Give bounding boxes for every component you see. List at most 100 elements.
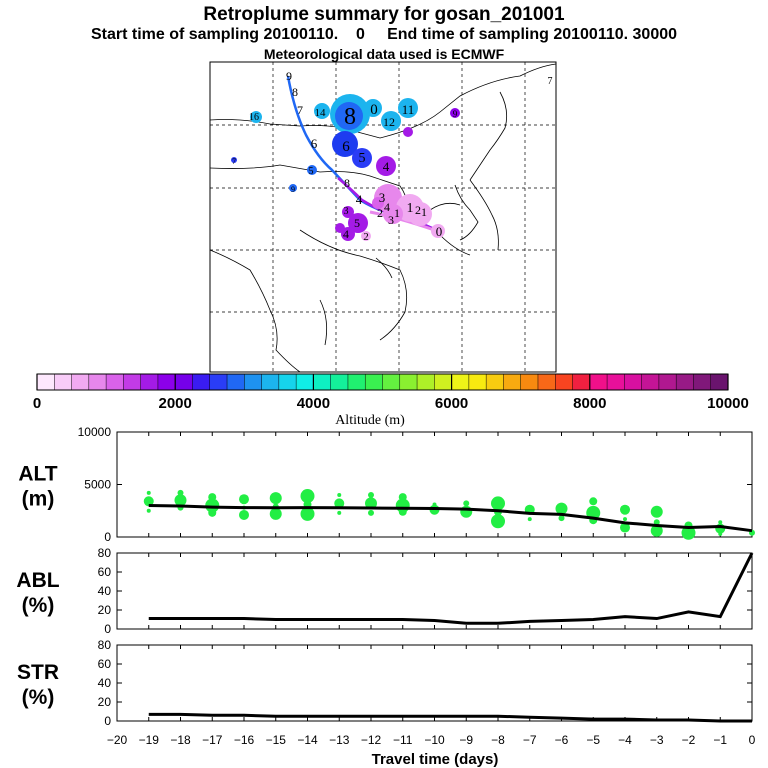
altitude-plume-dot: [432, 502, 437, 507]
plume-day-label: 5: [354, 216, 360, 230]
altitude-plume-dot: [365, 497, 377, 510]
x-tick-label: −7: [523, 733, 537, 747]
colorbar-tick-label: 0: [33, 395, 41, 412]
x-axis: −20 −19 −18 −17 −16 −15 −14 −13 −12 −11 −10 −9 −8 −7−…: [107, 733, 756, 768]
colorbar-swatch: [330, 374, 349, 390]
altitude-plume-dot: [368, 509, 374, 516]
panel-abl: 0 20 40 60 80 ABL(%): [16, 546, 754, 636]
plume-day-label: 2: [377, 206, 383, 220]
colorbar-swatch: [503, 374, 522, 390]
colorbar-swatch: [227, 374, 245, 390]
plume-dot: [335, 102, 363, 130]
colorbar-swatch: [434, 374, 453, 390]
colorbar-swatch: [175, 374, 193, 390]
colorbar-swatch: [278, 374, 297, 390]
altitude-plume-dot: [239, 509, 249, 520]
chart-title: Retroplume summary for gosan_201001: [203, 4, 565, 25]
plume-dot: [364, 99, 382, 117]
plume-dot: [307, 165, 317, 175]
colorbar-swatch: [140, 374, 159, 390]
plume-day-label: 9: [286, 69, 292, 83]
plume-dot: [408, 202, 432, 226]
altitude-plume-dot: [398, 493, 407, 502]
mean-altitude-line: [148, 504, 753, 533]
y-tick-label: 5000: [84, 478, 111, 492]
altitude-plume-dot: [491, 496, 505, 511]
y-tick-label: 0: [104, 530, 111, 544]
colorbar-swatch: [261, 374, 280, 390]
altitude-plume-dot: [463, 500, 470, 507]
panel-alt: 0 5000 10000 ALT(m): [18, 425, 755, 544]
altitude-plume-dot: [650, 524, 663, 537]
y-tick-label: 40: [98, 676, 112, 690]
altitude-plume-dot: [620, 504, 630, 515]
plume-dot: [332, 131, 358, 157]
altitude-plume-dot: [269, 507, 282, 520]
x-tick-label: −4: [618, 733, 632, 747]
panel-ylabel: ABL: [16, 569, 59, 592]
y-tick-label: 0: [104, 622, 111, 636]
colorbar-swatch: [710, 374, 729, 390]
x-tick-label: 0: [749, 733, 756, 747]
altitude-colorbar: 0 2000 4000 6000 8000 10000 Altitude (m): [33, 373, 749, 428]
colorbar-swatch: [537, 374, 556, 390]
altitude-plume-dot: [239, 494, 249, 505]
x-tick-label: −15: [266, 733, 287, 747]
plume-day-label: 16: [249, 112, 259, 123]
altitude-plume-dot: [174, 494, 187, 507]
plume-day-label: 3: [379, 190, 386, 205]
colorbar-swatch: [399, 374, 418, 390]
colorbar-swatch: [468, 374, 487, 390]
plume-day-label: 4: [343, 227, 349, 241]
altitude-plume-dot: [555, 502, 568, 515]
panel-ylabel-unit: (%): [22, 594, 55, 617]
panel-frame: [116, 644, 753, 722]
plume-day-label: 5: [309, 166, 314, 177]
plume-day-label: 9: [291, 185, 295, 194]
altitude-plume-dot: [269, 492, 282, 505]
plume-dot: [335, 223, 345, 233]
colorbar-tick-label: 8000: [573, 395, 606, 412]
sampling-times: Start time of sampling 20100110. 0 End t…: [90, 26, 678, 43]
plume-dot: [361, 231, 371, 241]
x-tick-label: −10: [424, 733, 445, 747]
abl-line: [148, 552, 754, 625]
plume-day-label: 2: [363, 231, 369, 243]
plume-day-label: 6: [311, 136, 318, 151]
altitude-plume-dot: [177, 489, 184, 496]
x-tick-label: −20: [107, 733, 128, 747]
plume-day-label: 3: [388, 213, 394, 227]
plume-dot: [383, 204, 403, 224]
plume-day-label: 2: [415, 203, 421, 217]
plume-day-label: 0: [436, 224, 443, 239]
x-tick-label: −9: [459, 733, 473, 747]
y-tick-label: 40: [98, 584, 112, 598]
colorbar-swatch: [486, 374, 504, 390]
map-frame: [209, 61, 557, 373]
plume-dot: [372, 197, 384, 209]
plume-day-label: 7: [297, 103, 303, 117]
plume-dot: [376, 156, 396, 176]
plume-day-label: 4: [356, 192, 363, 207]
plume-dot: [314, 103, 330, 119]
plume-day-label: 1: [421, 205, 427, 219]
colorbar-swatch: [607, 374, 625, 390]
x-tick-label: −17: [202, 733, 223, 747]
met-data-note: Meteorological data used is ECMWF: [263, 46, 505, 62]
altitude-plume-dot: [337, 510, 342, 515]
x-tick-label: −11: [393, 733, 413, 747]
plume-dot: [398, 98, 418, 118]
altitude-plume-dot: [491, 514, 505, 529]
x-tick-label: −6: [555, 733, 569, 747]
plume-day-label: 4: [383, 159, 390, 174]
colorbar-swatch: [313, 374, 332, 390]
colorbar-swatch: [209, 374, 228, 390]
colorbar-swatch: [641, 374, 660, 390]
plume-day-label: 14: [315, 107, 327, 119]
colorbar-label: Altitude (m): [335, 413, 405, 428]
x-tick-label: −2: [682, 733, 696, 747]
y-tick-label: 20: [98, 695, 112, 709]
